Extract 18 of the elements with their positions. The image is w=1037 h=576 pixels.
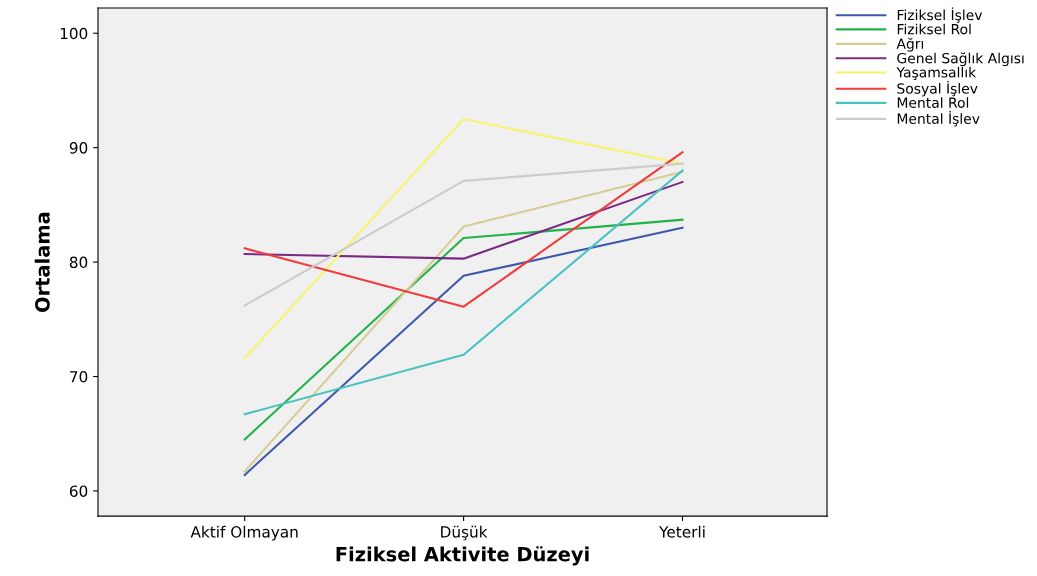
- legend-label: Fiziksel Rol: [897, 23, 971, 35]
- y-tick-label: 60: [69, 485, 88, 497]
- y-tick-label: 90: [69, 142, 88, 154]
- y-tick-label: 70: [70, 370, 88, 383]
- y-axis-title: Ortalama: [34, 212, 50, 312]
- legend-label: Mental İşlev: [897, 111, 980, 127]
- x-axis-title: Fiziksel Aktivite Düzeyi: [336, 546, 589, 566]
- y-tick-label: 80: [69, 256, 88, 269]
- x-tick-label: Aktif Olmayan: [190, 525, 298, 541]
- legend-label: Sosyal İşlev: [897, 80, 978, 97]
- legend-label: Mental Rol: [897, 97, 969, 108]
- y-tick-label: 100: [60, 27, 88, 40]
- x-tick-label: Düşük: [441, 525, 488, 541]
- x-tick-label: Yeterli: [659, 525, 705, 538]
- legend-label: Fiziksel İşlev: [897, 7, 983, 23]
- legend-label: Ağrı: [896, 37, 924, 52]
- legend-label: Genel Sağlık Algısı: [897, 52, 1024, 67]
- legend-label: Yaşamsallık: [896, 66, 977, 81]
